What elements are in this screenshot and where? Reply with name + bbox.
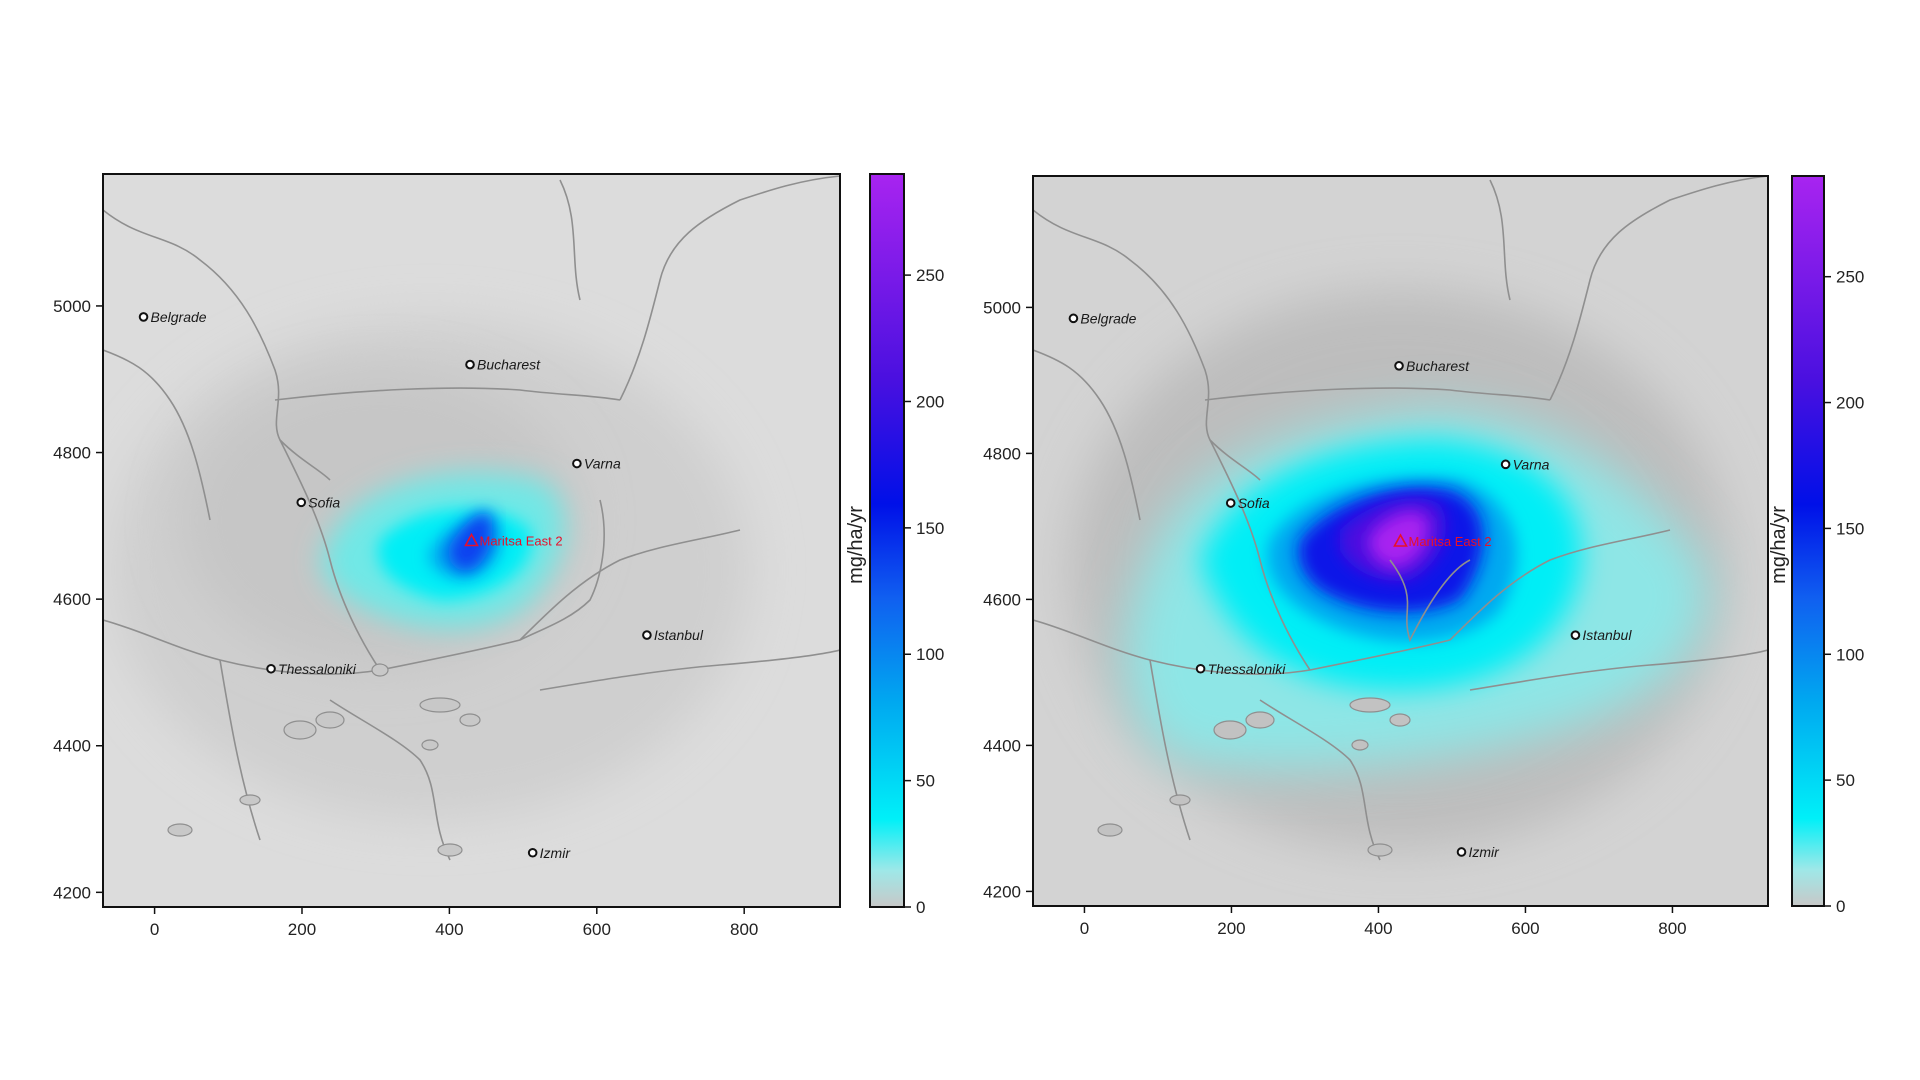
map-area-right: Belgrade Bucharest Varna Sofia Istanbul Thess… <box>1033 176 1768 906</box>
map-panel-left: Belgrade Bucharest Varna Sofia Istanbul Thess… <box>53 173 944 939</box>
city-marker <box>266 663 276 674</box>
city-marker <box>572 458 582 469</box>
city-label: Bucharest <box>1406 358 1470 374</box>
colorbar-unit-label-left: mg/ha/yr <box>845 506 867 584</box>
cities-right: Belgrade Bucharest Varna Sofia Istanbul Thess… <box>1068 310 1632 860</box>
x-tick-label: 200 <box>288 920 316 939</box>
coastlines-left <box>167 663 481 857</box>
city-label: Belgrade <box>1080 310 1136 326</box>
coastlines-right <box>1097 697 1411 857</box>
colorbar-tick-label: 0 <box>916 898 925 917</box>
source-marker-left: Maritsa East 2 <box>464 532 563 549</box>
x-tick-label: 600 <box>1511 919 1539 938</box>
colorbar-tick-label: 50 <box>916 772 935 791</box>
city-label: Belgrade <box>151 309 207 325</box>
colorbar-tick-label: 200 <box>916 392 944 411</box>
source-marker-right: Maritsa East 2 <box>1393 533 1492 549</box>
city-label: Varna <box>584 456 621 472</box>
colorbar-tick-label: 200 <box>1836 394 1864 413</box>
colorbar-tick-label: 250 <box>1836 268 1864 287</box>
colorbar-gradient-right <box>1791 175 1825 907</box>
source-triangle-icon <box>464 532 479 547</box>
city-marker <box>1195 663 1206 674</box>
y-tick-label: 5000 <box>983 298 1021 317</box>
x-tick-label: 0 <box>150 920 159 939</box>
colorbar-gradient-left <box>869 173 905 908</box>
deposition-plume-right <box>1126 410 1708 769</box>
axes-left: 0 200 400 600 800 4200 4400 4600 4800 5000 <box>53 297 758 939</box>
plot-frame-right <box>1032 175 1769 907</box>
deposition-plume-left <box>321 472 565 629</box>
x-tick-label: 400 <box>1364 919 1392 938</box>
map-area-left: Belgrade Bucharest Varna Sofia Istanbul Thess… <box>103 174 840 907</box>
colorbar-tick-label: 0 <box>1836 897 1845 916</box>
y-tick-label: 4600 <box>983 590 1021 609</box>
city-label: Sofia <box>1238 495 1270 511</box>
colorbar-tick-label: 150 <box>1836 519 1864 538</box>
city-marker <box>1500 459 1511 470</box>
city-marker <box>1570 630 1581 640</box>
city-marker <box>527 847 538 858</box>
map-panel-right: Belgrade Bucharest Varna Sofia Istanbul Thess… <box>983 175 1864 938</box>
city-marker <box>1456 847 1467 857</box>
source-triangle-icon <box>1393 533 1408 547</box>
city-label: Sofia <box>308 494 340 510</box>
city-marker <box>1068 313 1079 324</box>
x-tick-label: 800 <box>1658 919 1686 938</box>
colorbar-tick-label: 50 <box>1836 771 1855 790</box>
axes-right: 0 200 400 600 800 4200 4400 4600 4800 5000 <box>983 298 1686 938</box>
country-borders-left <box>103 175 840 861</box>
city-marker <box>1394 361 1404 371</box>
city-label: Thessaloniki <box>1208 661 1287 677</box>
city-label: Izmir <box>540 845 572 861</box>
city-marker <box>1225 498 1236 508</box>
y-tick-label: 4200 <box>53 883 91 902</box>
city-marker <box>642 630 652 640</box>
colorbar-tick-label: 100 <box>1836 645 1864 664</box>
x-tick-label: 800 <box>730 920 758 939</box>
city-marker <box>465 359 475 370</box>
y-tick-label: 4400 <box>53 737 91 756</box>
city-label: Izmir <box>1469 844 1501 860</box>
y-tick-label: 4600 <box>53 590 91 609</box>
x-tick-label: 0 <box>1080 919 1089 938</box>
y-tick-label: 5000 <box>53 297 91 316</box>
city-label: Bucharest <box>477 357 541 373</box>
y-tick-label: 4800 <box>983 444 1021 463</box>
y-tick-label: 4200 <box>983 882 1021 901</box>
country-borders-right <box>1033 176 1768 861</box>
cities-left: Belgrade Bucharest Varna Sofia Istanbul Thess… <box>138 309 704 861</box>
city-label: Istanbul <box>1582 627 1632 643</box>
colorbar-tick-label: 250 <box>916 266 944 285</box>
source-label: Maritsa East 2 <box>480 534 563 549</box>
colorbar-left: 0 50 100 150 200 250 mg/ha/yr <box>845 173 944 917</box>
city-label: Istanbul <box>654 627 704 643</box>
source-label: Maritsa East 2 <box>1409 534 1492 549</box>
city-marker <box>296 497 307 508</box>
x-tick-label: 200 <box>1217 919 1245 938</box>
colorbar-tick-label: 100 <box>916 645 944 664</box>
y-tick-label: 4800 <box>53 444 91 463</box>
y-tick-label: 4400 <box>983 736 1021 755</box>
x-tick-label: 400 <box>435 920 463 939</box>
city-marker <box>138 312 149 322</box>
colorbar-right: 0 50 100 150 200 250 mg/ha/yr <box>1768 175 1864 916</box>
x-tick-label: 600 <box>583 920 611 939</box>
city-label: Varna <box>1513 456 1550 472</box>
plot-frame-left <box>102 173 841 908</box>
colorbar-tick-label: 150 <box>916 519 944 538</box>
city-label: Thessaloniki <box>278 661 357 677</box>
colorbar-unit-label-right: mg/ha/yr <box>1768 506 1790 584</box>
